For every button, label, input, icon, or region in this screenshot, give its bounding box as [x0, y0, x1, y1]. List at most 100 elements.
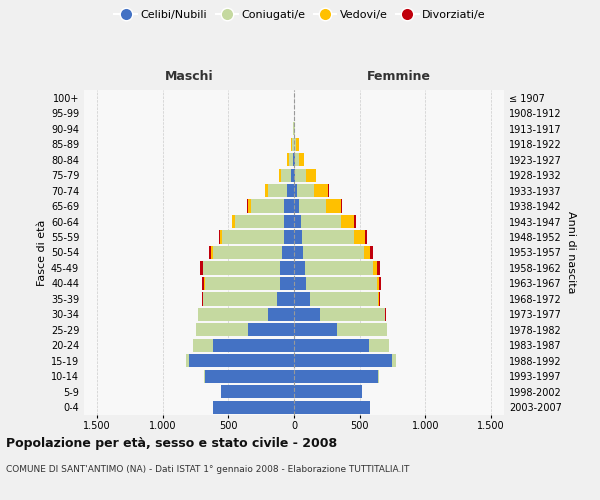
Bar: [205, 277, 280, 290]
Bar: [251, 200, 284, 212]
Bar: [204, 370, 205, 383]
Bar: [314, 184, 328, 197]
Bar: [202, 292, 203, 306]
Bar: [294, 292, 310, 306]
Bar: [218, 230, 220, 243]
Bar: [377, 262, 380, 274]
Bar: [370, 246, 373, 259]
Bar: [189, 354, 294, 368]
Bar: [193, 339, 212, 352]
Bar: [301, 215, 341, 228]
Bar: [293, 122, 294, 136]
Y-axis label: Fasce di età: Fasce di età: [37, 220, 47, 286]
Bar: [277, 292, 294, 306]
Bar: [205, 370, 294, 383]
Bar: [284, 230, 294, 243]
Bar: [294, 400, 370, 414]
Text: Popolazione per età, sesso e stato civile - 2008: Popolazione per età, sesso e stato civil…: [6, 438, 337, 450]
Bar: [299, 153, 304, 166]
Bar: [284, 200, 294, 212]
Bar: [295, 153, 299, 166]
Bar: [365, 230, 367, 243]
Bar: [328, 184, 329, 197]
Bar: [385, 308, 386, 321]
Bar: [294, 339, 369, 352]
Bar: [220, 230, 222, 243]
Bar: [203, 292, 277, 306]
Bar: [212, 339, 294, 352]
Bar: [379, 277, 381, 290]
Bar: [306, 277, 377, 290]
Bar: [341, 215, 355, 228]
Bar: [280, 277, 294, 290]
Text: COMUNE DI SANT'ANTIMO (NA) - Dati ISTAT 1° gennaio 2008 - Elaborazione TUTTITALI: COMUNE DI SANT'ANTIMO (NA) - Dati ISTAT …: [6, 466, 409, 474]
Bar: [292, 168, 294, 181]
Bar: [294, 215, 301, 228]
Bar: [299, 200, 325, 212]
Bar: [373, 262, 377, 274]
Bar: [212, 400, 294, 414]
Bar: [294, 324, 337, 336]
Bar: [209, 246, 211, 259]
Bar: [294, 184, 296, 197]
Bar: [294, 168, 295, 181]
Bar: [306, 168, 316, 181]
Bar: [296, 138, 299, 150]
Bar: [295, 168, 306, 181]
Bar: [221, 385, 294, 398]
Bar: [203, 262, 280, 274]
Bar: [294, 230, 302, 243]
Bar: [294, 122, 295, 136]
Bar: [280, 262, 294, 274]
Bar: [296, 184, 314, 197]
Bar: [364, 246, 370, 259]
Bar: [247, 200, 248, 212]
Bar: [202, 277, 204, 290]
Bar: [355, 230, 365, 243]
Bar: [281, 168, 292, 181]
Bar: [378, 292, 379, 306]
Bar: [377, 277, 379, 290]
Bar: [248, 200, 251, 212]
Bar: [279, 168, 281, 181]
Bar: [187, 354, 189, 368]
Bar: [289, 153, 293, 166]
Bar: [287, 153, 289, 166]
Bar: [294, 370, 378, 383]
Bar: [392, 354, 396, 368]
Bar: [265, 184, 268, 197]
Bar: [341, 200, 342, 212]
Bar: [337, 324, 387, 336]
Bar: [287, 184, 294, 197]
Bar: [293, 153, 294, 166]
Bar: [303, 246, 364, 259]
Y-axis label: Anni di nascita: Anni di nascita: [566, 211, 576, 294]
Bar: [232, 215, 235, 228]
Bar: [294, 262, 305, 274]
Bar: [305, 262, 373, 274]
Text: Maschi: Maschi: [164, 70, 214, 82]
Bar: [294, 308, 320, 321]
Bar: [284, 215, 294, 228]
Bar: [325, 200, 341, 212]
Bar: [294, 385, 362, 398]
Bar: [212, 246, 282, 259]
Bar: [282, 246, 294, 259]
Bar: [235, 215, 284, 228]
Bar: [320, 308, 385, 321]
Bar: [211, 246, 212, 259]
Legend: Celibi/Nubili, Coniugati/e, Vedovi/e, Divorziati/e: Celibi/Nubili, Coniugati/e, Vedovi/e, Di…: [110, 6, 490, 25]
Bar: [268, 308, 294, 321]
Bar: [378, 370, 379, 383]
Bar: [248, 324, 294, 336]
Bar: [196, 324, 248, 336]
Bar: [294, 153, 295, 166]
Bar: [294, 246, 303, 259]
Bar: [197, 308, 198, 321]
Bar: [310, 292, 378, 306]
Bar: [198, 308, 268, 321]
Bar: [294, 277, 306, 290]
Text: Femmine: Femmine: [367, 70, 431, 82]
Bar: [204, 277, 205, 290]
Bar: [379, 292, 380, 306]
